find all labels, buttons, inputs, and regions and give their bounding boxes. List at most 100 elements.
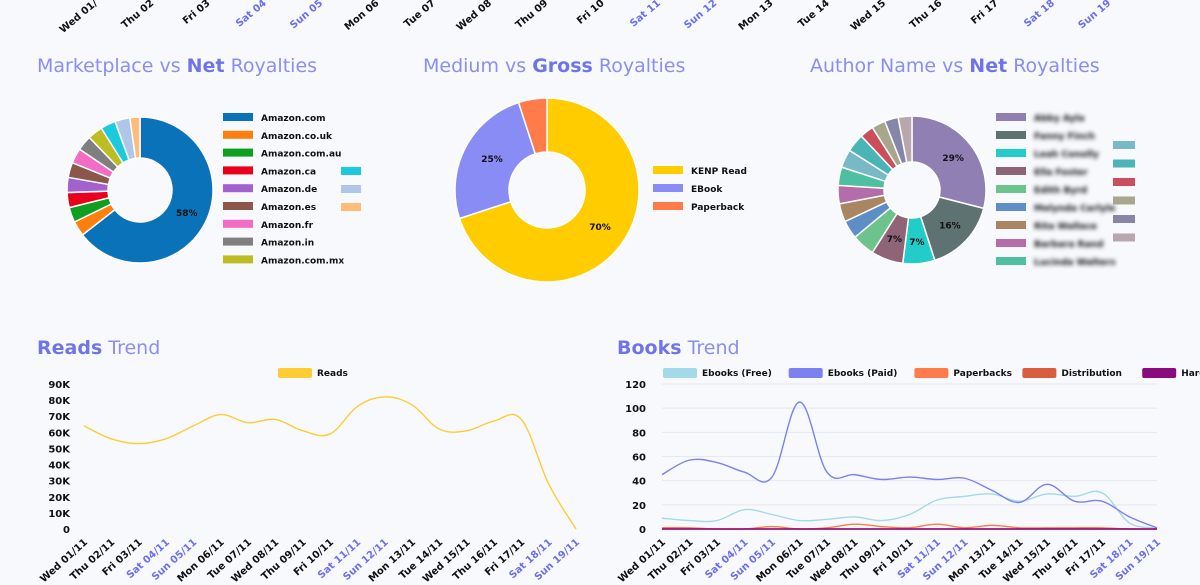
legend-label[interactable]: Leah Conolly — [1034, 150, 1099, 160]
books-chart-title: Books Trend — [617, 337, 740, 359]
legend-swatch[interactable] — [278, 368, 312, 378]
slice-value-label: 7% — [887, 235, 902, 245]
slice-value-label: 70% — [589, 223, 611, 233]
legend-label[interactable]: Ebooks (Free) — [702, 369, 772, 379]
series-line[interactable] — [661, 490, 1158, 529]
legend-swatch[interactable] — [1113, 196, 1135, 205]
legend-label[interactable]: Paperback — [691, 203, 745, 213]
legend-swatch[interactable] — [341, 167, 361, 175]
donut-slice[interactable] — [911, 115, 987, 210]
legend-swatch[interactable] — [1142, 368, 1177, 378]
legend-swatch[interactable] — [914, 368, 949, 378]
donut-slice[interactable] — [128, 116, 141, 160]
author-chart-title: Author Name vs Net Royalties — [810, 55, 1100, 77]
legend-swatch[interactable] — [341, 185, 361, 193]
legend-swatch[interactable] — [653, 184, 683, 192]
legend-label[interactable]: Amazon.es — [261, 203, 316, 213]
legend-label[interactable]: Barbara Rand — [1034, 240, 1103, 250]
legend-swatch[interactable] — [223, 219, 253, 228]
slice-value-label: 25% — [481, 155, 503, 165]
legend-swatch[interactable] — [653, 166, 683, 174]
legend-label[interactable]: Amazon.de — [261, 185, 317, 195]
legend-label[interactable]: Hardcovers — [1181, 369, 1200, 379]
y-tick-label: 0 — [63, 525, 70, 536]
legend-label[interactable]: Edith Byrd — [1034, 186, 1087, 196]
y-tick-label: 30K — [48, 477, 71, 488]
donut-slice[interactable] — [517, 97, 548, 155]
y-tick-label: 80 — [632, 428, 646, 439]
legend-swatch[interactable] — [996, 257, 1026, 265]
reads-chart-title: Reads Trend — [37, 337, 161, 359]
donut-slice[interactable] — [454, 101, 537, 220]
legend-label[interactable]: Amazon.ca — [261, 167, 316, 177]
donut-slice[interactable] — [458, 97, 640, 283]
series-line[interactable] — [661, 401, 1158, 529]
slice-value-label: 16% — [939, 222, 961, 232]
legend-label[interactable]: Ella Foster — [1034, 168, 1088, 178]
slice-value-label: 7% — [909, 238, 924, 248]
legend-swatch[interactable] — [663, 368, 697, 378]
legend-swatch[interactable] — [1113, 141, 1135, 149]
medium-chart-title: Medium vs Gross Royalties — [423, 55, 686, 77]
legend-label[interactable]: Rita Wallace — [1034, 222, 1097, 232]
legend-label[interactable]: Amazon.com — [261, 114, 326, 124]
series-line[interactable] — [83, 396, 577, 530]
legend-swatch[interactable] — [996, 167, 1026, 175]
legend-label[interactable]: Paperbacks — [953, 369, 1012, 379]
legend-label[interactable]: Distribution — [1061, 369, 1122, 379]
legend-swatch[interactable] — [1113, 233, 1135, 242]
legend-swatch[interactable] — [1022, 368, 1057, 378]
legend-swatch[interactable] — [1113, 159, 1135, 168]
legend-swatch[interactable] — [996, 221, 1026, 229]
legend-label[interactable]: Amazon.fr — [261, 221, 314, 231]
legend-swatch[interactable] — [1113, 178, 1135, 186]
y-tick-label: 40K — [48, 461, 71, 472]
legend-label[interactable]: Amazon.co.uk — [261, 132, 333, 142]
legend-swatch[interactable] — [996, 185, 1026, 193]
legend-label[interactable]: KENP Read — [691, 167, 747, 177]
y-tick-label: 120 — [625, 380, 646, 391]
legend-label[interactable]: Amazon.com.au — [261, 150, 341, 160]
y-tick-label: 50K — [48, 444, 71, 455]
donut-slice[interactable] — [81, 116, 214, 264]
legend-swatch[interactable] — [788, 368, 823, 378]
y-tick-label: 100 — [625, 404, 646, 415]
legend-swatch[interactable] — [996, 131, 1026, 139]
y-tick-label: 90K — [48, 380, 71, 391]
legend-label[interactable]: Reads — [317, 369, 348, 379]
legend-swatch[interactable] — [223, 113, 253, 121]
legend-swatch[interactable] — [996, 203, 1026, 211]
legend-label[interactable]: Ebooks (Paid) — [828, 369, 898, 379]
legend-label[interactable]: Abby Ayla — [1034, 114, 1085, 124]
slice-value-label: 58% — [176, 209, 198, 219]
y-tick-label: 10K — [48, 509, 71, 520]
legend-label[interactable]: Amazon.in — [261, 239, 314, 249]
y-tick-label: 20 — [632, 501, 646, 512]
legend-label[interactable]: Lucinda Walters — [1034, 258, 1116, 268]
top-date-axis: Wed 01/Thu 02 Fri 03 Sat 04 Sun 05 Mon 06 Tue… — [58, 0, 1113, 36]
legend-swatch[interactable] — [996, 149, 1026, 157]
donut-slice[interactable] — [897, 115, 913, 164]
y-tick-label: 20K — [48, 493, 71, 504]
legend-label[interactable]: Fanny Finch — [1034, 132, 1095, 142]
legend-label[interactable]: Melynda Carlyle — [1034, 204, 1115, 214]
legend-swatch[interactable] — [223, 255, 253, 264]
legend-swatch[interactable] — [223, 148, 253, 157]
y-tick-label: 40 — [632, 477, 646, 488]
legend-swatch[interactable] — [223, 237, 253, 246]
y-tick-label: 60 — [632, 453, 646, 464]
legend-label[interactable]: EBook — [691, 185, 723, 195]
legend-swatch[interactable] — [996, 113, 1026, 121]
y-tick-label: 60K — [48, 428, 71, 439]
legend-swatch[interactable] — [223, 202, 253, 210]
legend-swatch[interactable] — [223, 184, 253, 193]
legend-swatch[interactable] — [996, 239, 1026, 247]
legend-swatch[interactable] — [223, 130, 253, 139]
legend-label[interactable]: Amazon.com.mx — [261, 256, 344, 266]
legend-swatch[interactable] — [223, 166, 253, 175]
legend-swatch[interactable] — [341, 203, 361, 211]
legend-swatch[interactable] — [653, 202, 683, 210]
legend-swatch[interactable] — [1113, 215, 1135, 223]
